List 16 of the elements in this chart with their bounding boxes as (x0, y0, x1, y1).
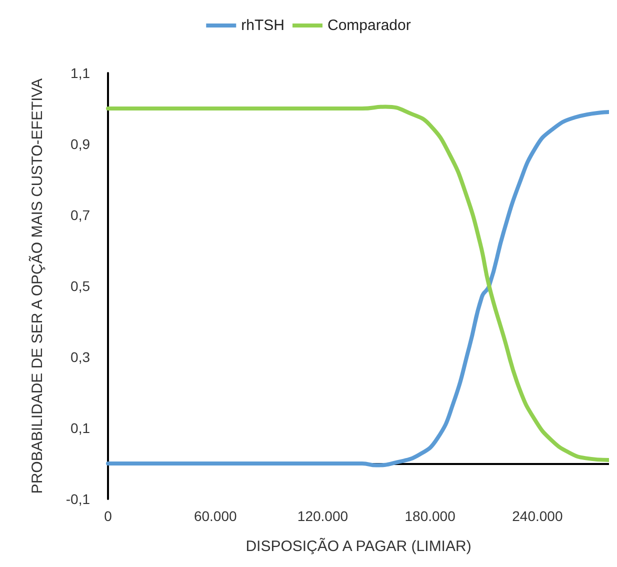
y-tick-label: 0,5 (70, 278, 90, 294)
legend-label: Comparador (327, 17, 411, 34)
x-tick-label: 60.000 (194, 508, 237, 524)
y-tick-label: 0,3 (70, 349, 90, 365)
y-tick-label: -0,1 (66, 491, 90, 507)
x-tick-label: 0 (104, 508, 112, 524)
x-axis-title: DISPOSIÇÃO A PAGAR (LIMIAR) (246, 537, 472, 555)
y-tick-label: 0,7 (70, 207, 90, 223)
legend-label: rhTSH (241, 17, 284, 34)
y-tick-label: 1,1 (70, 65, 90, 81)
x-tick-label: 120.000 (297, 508, 348, 524)
x-tick-label: 180.000 (404, 508, 456, 524)
y-tick-label: 0,9 (70, 136, 90, 152)
x-tick-label: 240.000 (512, 508, 563, 524)
y-axis-title: PROBABILIDADE DE SER A OPÇÃO MAIS CUSTO-EFETIVA (28, 78, 46, 494)
y-tick-label: 0,1 (70, 420, 90, 436)
